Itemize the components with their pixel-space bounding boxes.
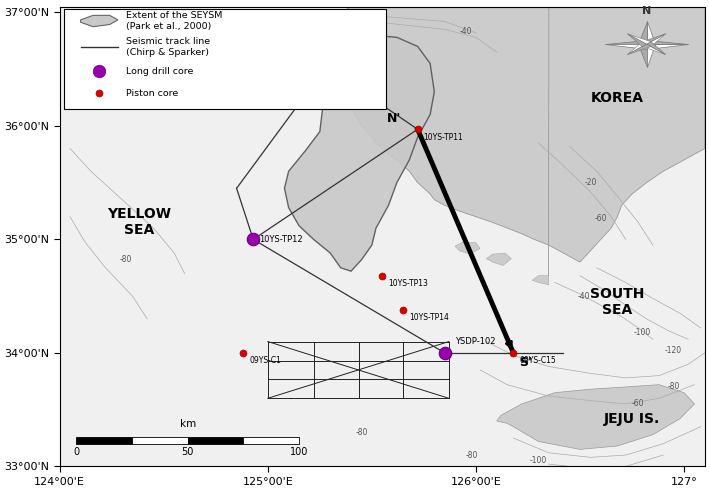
- Polygon shape: [605, 40, 647, 44]
- Polygon shape: [605, 44, 647, 49]
- Polygon shape: [638, 44, 647, 67]
- Text: 10YS-TP13: 10YS-TP13: [389, 279, 428, 288]
- Polygon shape: [647, 22, 655, 44]
- Text: Seismic track line
(Chirp & Sparker): Seismic track line (Chirp & Sparker): [126, 36, 211, 56]
- Polygon shape: [647, 44, 688, 49]
- Text: Piston core: Piston core: [126, 89, 179, 98]
- Bar: [77, 437, 132, 444]
- Text: 100: 100: [290, 447, 308, 457]
- Polygon shape: [627, 42, 647, 55]
- Polygon shape: [81, 15, 118, 27]
- Text: KOREA: KOREA: [591, 90, 644, 105]
- Polygon shape: [647, 34, 666, 47]
- Text: -100: -100: [634, 328, 651, 337]
- Text: -80: -80: [355, 428, 368, 437]
- Text: YELLOW
SEA: YELLOW SEA: [107, 207, 171, 238]
- Text: 50: 50: [182, 447, 194, 457]
- Polygon shape: [627, 34, 647, 47]
- Text: -100: -100: [530, 456, 547, 465]
- Polygon shape: [627, 34, 651, 44]
- Bar: [188, 437, 243, 444]
- Polygon shape: [497, 384, 694, 449]
- Text: 10YS-TP14: 10YS-TP14: [409, 313, 450, 322]
- Polygon shape: [326, 7, 705, 262]
- Text: 09YS-C1: 09YS-C1: [249, 356, 281, 365]
- Text: -80: -80: [282, 27, 295, 36]
- Text: Extent of the SEYSM
(Park et al., 2000): Extent of the SEYSM (Park et al., 2000): [126, 11, 223, 31]
- Text: -20: -20: [584, 178, 596, 187]
- Text: -80: -80: [466, 451, 478, 460]
- Polygon shape: [455, 242, 480, 254]
- Text: 10YS-TP12: 10YS-TP12: [259, 235, 303, 244]
- Polygon shape: [647, 44, 655, 67]
- Polygon shape: [642, 44, 666, 55]
- Bar: [243, 437, 299, 444]
- Text: JEJU IS.: JEJU IS.: [604, 412, 660, 426]
- Text: N': N': [386, 112, 401, 125]
- Polygon shape: [627, 44, 651, 55]
- Text: SOUTH
SEA: SOUTH SEA: [590, 287, 644, 317]
- Polygon shape: [638, 22, 647, 44]
- Text: -60: -60: [595, 215, 607, 223]
- Polygon shape: [532, 0, 555, 285]
- Polygon shape: [642, 34, 666, 44]
- Text: Long drill core: Long drill core: [126, 66, 194, 76]
- Bar: [132, 437, 188, 444]
- Text: 0: 0: [73, 447, 79, 457]
- Text: -80: -80: [667, 382, 680, 391]
- Polygon shape: [647, 42, 666, 55]
- Polygon shape: [284, 35, 435, 271]
- Text: km: km: [179, 419, 196, 429]
- Text: -80: -80: [120, 255, 133, 264]
- Text: -120: -120: [665, 346, 682, 355]
- Text: -40: -40: [459, 27, 471, 36]
- Text: S': S': [520, 356, 532, 369]
- Text: -40: -40: [578, 292, 591, 300]
- Text: N: N: [642, 6, 651, 16]
- Text: 09YS-C15: 09YS-C15: [520, 356, 557, 365]
- Text: -60: -60: [632, 400, 644, 409]
- FancyBboxPatch shape: [64, 9, 386, 109]
- Text: 10YS-TP11: 10YS-TP11: [423, 133, 462, 142]
- Text: -60: -60: [376, 27, 389, 36]
- Polygon shape: [486, 253, 511, 266]
- Polygon shape: [647, 40, 688, 44]
- Text: YSDP-102: YSDP-102: [455, 337, 496, 346]
